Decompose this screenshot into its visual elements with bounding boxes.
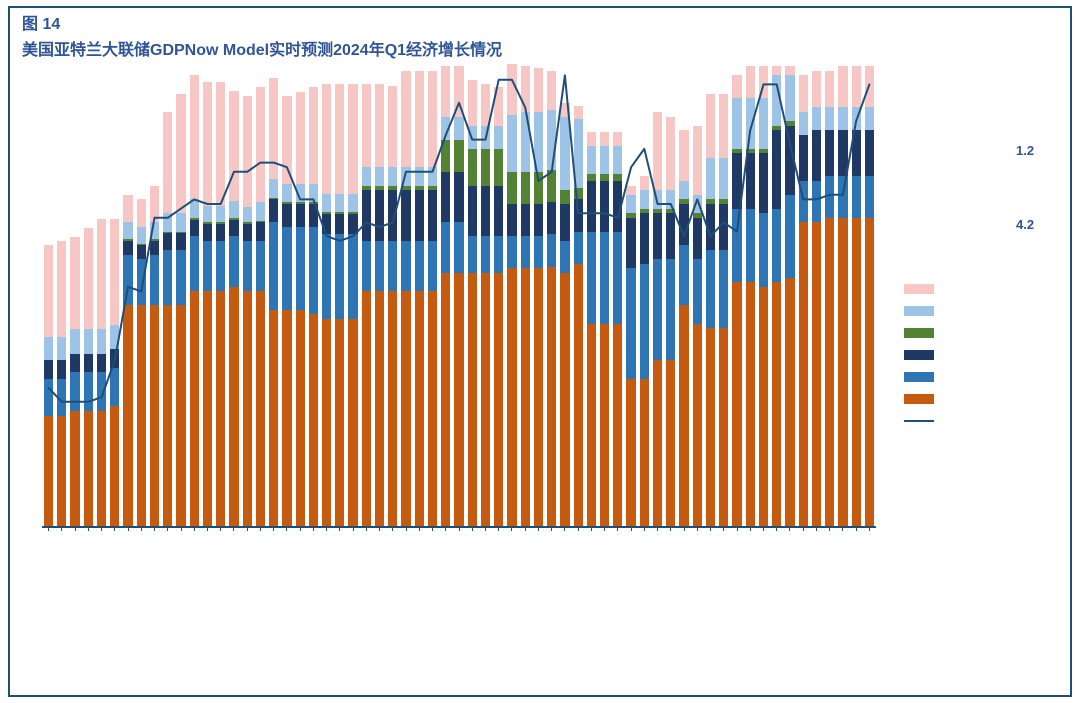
figure-label: 图 14 <box>22 10 502 34</box>
legend-swatch <box>904 306 934 316</box>
legend-line <box>904 420 934 422</box>
legend-swatch <box>904 372 934 382</box>
right-axis-value: 1.2 <box>1016 143 1034 158</box>
figure-container: 图 14 美国亚特兰大联储GDPNow Model实时预测2024年Q1经济增长… <box>0 0 1080 703</box>
legend-swatch <box>904 328 934 338</box>
plot-area <box>42 66 876 526</box>
right-axis-value: 4.2 <box>1016 217 1034 232</box>
legend-swatch <box>904 350 934 360</box>
legend-swatch <box>904 284 934 294</box>
legend-swatch <box>904 394 934 404</box>
line-overlay <box>42 66 876 536</box>
title-block: 图 14 美国亚特兰大联储GDPNow Model实时预测2024年Q1经济增长… <box>22 10 502 60</box>
figure-subtitle: 美国亚特兰大联储GDPNow Model实时预测2024年Q1经济增长情况 <box>22 36 502 60</box>
